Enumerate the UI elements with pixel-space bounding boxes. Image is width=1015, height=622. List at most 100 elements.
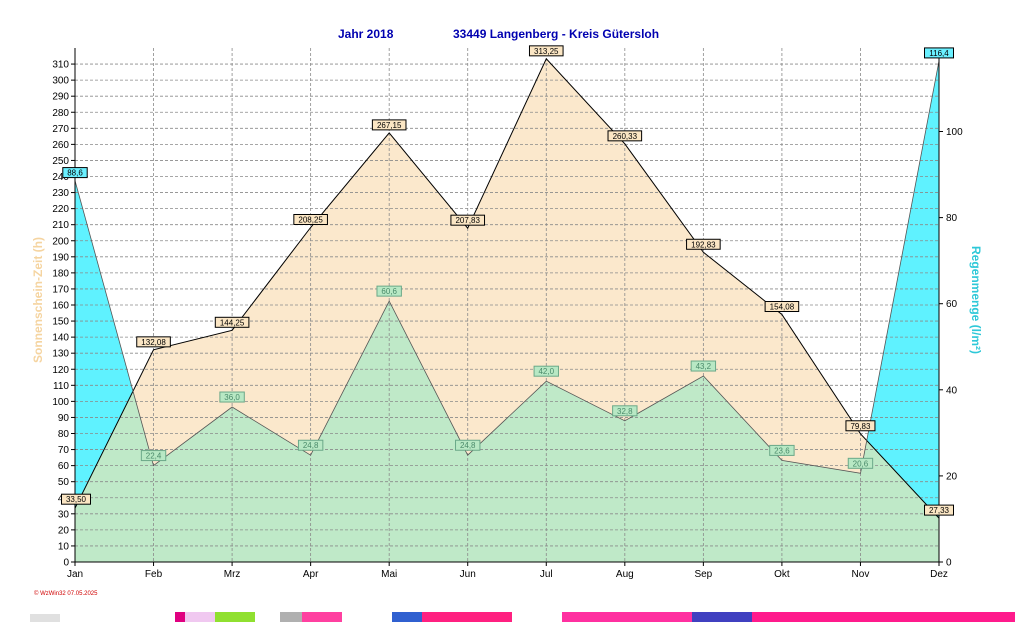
tick-label-left: 260 — [52, 140, 69, 151]
svg-text:24,8: 24,8 — [460, 441, 476, 450]
tick-label-left: 30 — [58, 509, 70, 520]
tick-label-x-apr: Apr — [303, 569, 319, 580]
data-label-green-aug: 32,8 — [612, 405, 638, 417]
data-label-sonnenschein-okt: 154,08 — [764, 301, 800, 313]
svg-text:192,83: 192,83 — [691, 240, 716, 249]
tick-label-right: 100 — [946, 127, 963, 138]
data-label-green-apr: 24,8 — [297, 439, 324, 451]
data-label-sonnenschein-mrz: 144,25 — [214, 316, 250, 328]
svg-text:208,25: 208,25 — [298, 215, 323, 224]
svg-text:88,6: 88,6 — [67, 169, 83, 178]
tick-label-left: 150 — [52, 317, 69, 328]
svg-text:32,8: 32,8 — [617, 407, 633, 416]
tick-label-left: 70 — [58, 445, 70, 456]
tick-label-x-aug: Aug — [616, 569, 634, 580]
tick-label-left: 220 — [52, 204, 69, 215]
svg-text:267,15: 267,15 — [377, 121, 402, 130]
tick-label-left: 90 — [58, 413, 70, 424]
svg-text:36,0: 36,0 — [224, 393, 240, 402]
tick-label-x-okt: Okt — [774, 569, 790, 580]
data-label-sonnenschein-sep: 192,83 — [686, 238, 721, 250]
chart-title-year: Jahr 2018 — [338, 27, 394, 41]
data-label-green-okt: 23,6 — [769, 444, 795, 456]
data-label-green-feb: 22,4 — [140, 450, 167, 462]
svg-text:42,0: 42,0 — [538, 367, 554, 376]
svg-text:116,4: 116,4 — [929, 49, 949, 58]
tick-label-left: 20 — [58, 525, 70, 536]
tick-label-x-mrz: Mrz — [224, 569, 241, 580]
tick-label-left: 250 — [52, 156, 69, 167]
data-label-green-jun: 24,8 — [455, 439, 481, 451]
tick-label-left: 210 — [52, 220, 69, 231]
tick-labels: 0 10 20 30 40 50 60 70 80 90 100 110 120 130 140 150 160… — [52, 60, 963, 580]
data-labels: 33,50 132,08 144,25 208,25 267,15 207,83 313,2… — [61, 45, 954, 516]
tick-label-right: 0 — [946, 558, 952, 569]
tick-label-left: 120 — [52, 365, 69, 376]
tick-label-right: 40 — [946, 385, 958, 396]
software-stamp: © WzWin32 07.05.2025 — [34, 590, 98, 597]
tick-label-left: 0 — [63, 558, 69, 569]
tick-label-left: 270 — [52, 124, 69, 135]
tick-label-right: 60 — [946, 299, 958, 310]
data-label-green-mrz: 36,0 — [219, 391, 245, 403]
svg-text:24,8: 24,8 — [303, 441, 319, 450]
y-axis-label-right: Regenmenge (l/m²) — [969, 246, 983, 354]
svg-text:43,2: 43,2 — [696, 362, 712, 371]
series-area-green — [75, 60, 939, 563]
svg-text:27,33: 27,33 — [929, 506, 950, 515]
y-axis-label-left: Sonnenschein-Zeit (h) — [31, 237, 45, 363]
svg-text:313,25: 313,25 — [534, 47, 559, 56]
series-lines — [74, 57, 940, 519]
data-label-sonnenschein-jun: 207,83 — [450, 214, 486, 226]
svg-text:33,50: 33,50 — [66, 495, 87, 504]
taskbar-fragment — [0, 612, 1015, 622]
data-label-sonnenschein-feb: 132,08 — [136, 336, 171, 348]
tick-label-left: 230 — [52, 188, 69, 199]
svg-text:154,08: 154,08 — [770, 303, 795, 312]
data-label-regenmenge-dez: 116,4 — [924, 47, 954, 59]
tick-label-left: 310 — [52, 60, 69, 71]
tick-label-left: 60 — [58, 461, 70, 472]
tick-label-left: 100 — [52, 397, 69, 408]
data-label-sonnenschein-aug: 260,33 — [607, 130, 643, 142]
data-label-sonnenschein-jul: 313,25 — [528, 45, 564, 57]
tick-label-x-jan: Jan — [67, 569, 83, 580]
tick-label-left: 50 — [58, 477, 70, 488]
tick-label-left: 190 — [52, 252, 69, 263]
data-label-green-nov: 20,6 — [847, 457, 874, 469]
series-line-green — [74, 60, 940, 474]
svg-text:20,6: 20,6 — [853, 459, 869, 468]
svg-text:23,6: 23,6 — [774, 446, 790, 455]
tick-label-x-jul: Jul — [540, 569, 553, 580]
svg-text:22,4: 22,4 — [146, 452, 162, 461]
tick-label-left: 10 — [58, 541, 70, 552]
tick-label-x-mai: Mai — [381, 569, 397, 580]
svg-text:144,25: 144,25 — [220, 318, 245, 327]
tick-label-left: 180 — [52, 268, 69, 279]
data-label-green-mai: 60,6 — [376, 285, 402, 297]
data-label-sonnenschein-jan: 33,50 — [61, 493, 91, 505]
tick-label-left: 170 — [52, 284, 69, 295]
tick-label-left: 130 — [52, 349, 69, 360]
data-label-regenmenge-jan: 88,6 — [62, 167, 88, 179]
data-label-sonnenschein-apr: 208,25 — [293, 213, 328, 225]
data-label-sonnenschein-dez: 27,33 — [924, 504, 954, 516]
tick-label-x-nov: Nov — [852, 569, 870, 580]
series-line-sonnenschein — [74, 57, 940, 519]
data-label-green-jul: 42,0 — [533, 365, 559, 377]
svg-text:260,33: 260,33 — [613, 132, 638, 141]
axes — [71, 48, 943, 566]
data-label-green-sep: 43,2 — [690, 360, 717, 372]
plot-areas — [75, 58, 939, 563]
tick-label-left: 290 — [52, 92, 69, 103]
tick-label-left: 200 — [52, 236, 69, 247]
tick-label-left: 300 — [52, 76, 69, 87]
svg-text:207,83: 207,83 — [455, 216, 480, 225]
data-label-sonnenschein-mai: 267,15 — [371, 119, 407, 131]
tick-label-right: 20 — [946, 471, 958, 482]
svg-text:132,08: 132,08 — [141, 338, 166, 347]
tick-label-x-dez: Dez — [930, 569, 948, 580]
tick-label-left: 140 — [52, 333, 69, 344]
tick-label-right: 80 — [946, 213, 958, 224]
